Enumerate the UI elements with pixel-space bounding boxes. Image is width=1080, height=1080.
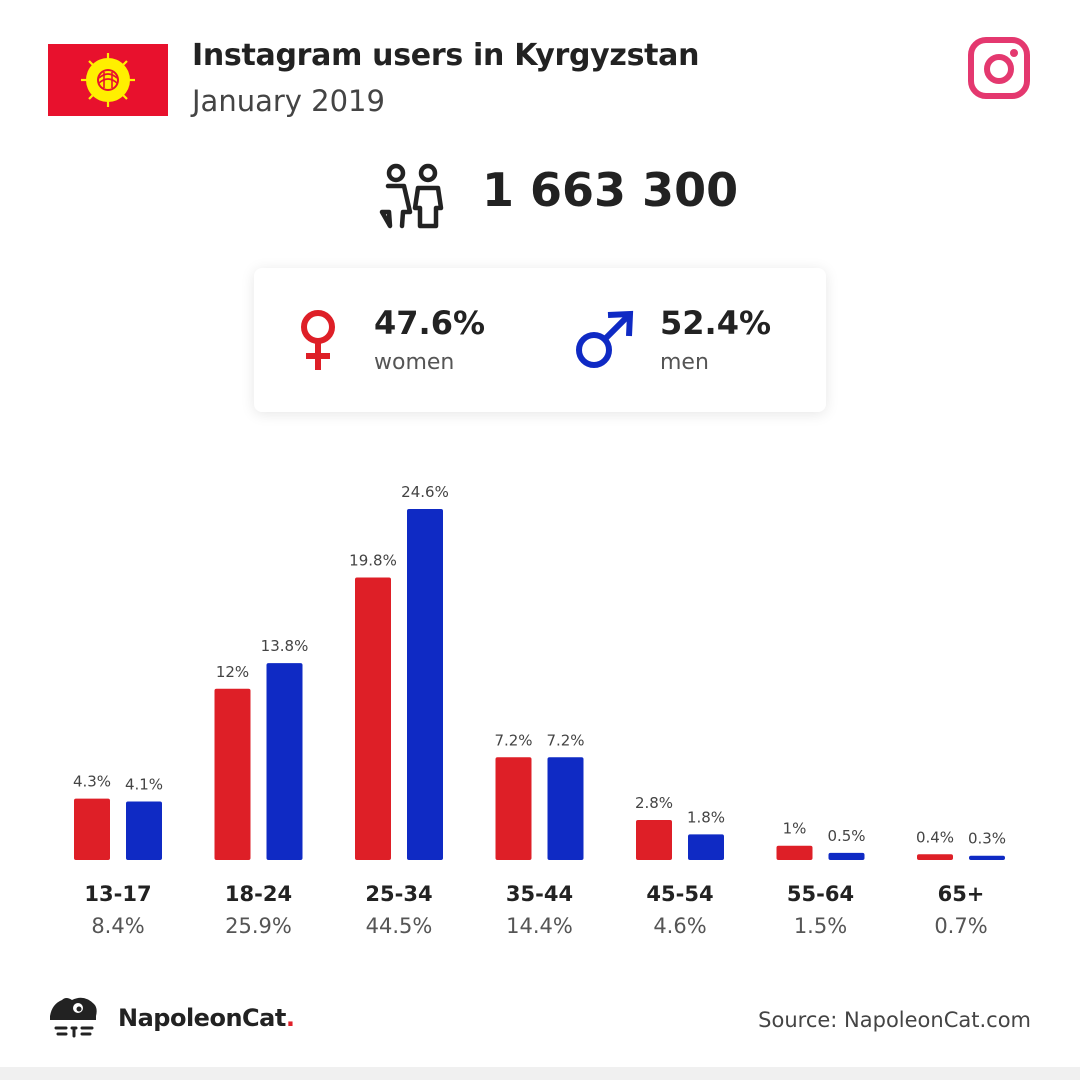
data-label-women-18-24: 12% <box>216 663 249 681</box>
footer-strip <box>0 1067 1080 1080</box>
male-symbol-icon <box>576 310 634 368</box>
women-label: women <box>374 350 455 375</box>
bar-men-45-54 <box>688 834 724 860</box>
bar-men-18-24 <box>266 663 303 860</box>
bar-men-35-44 <box>547 757 584 860</box>
data-label-men-25-34: 24.6% <box>401 483 449 501</box>
category-total-18-24: 25.9% <box>225 914 292 938</box>
data-label-men-65+: 0.3% <box>968 830 1006 848</box>
data-label-women-55-64: 1% <box>783 820 807 838</box>
data-label-men-55-64: 0.5% <box>827 827 865 845</box>
bar-women-55-64 <box>776 845 813 860</box>
category-label-18-24: 18-24 <box>225 882 292 906</box>
bar-women-13-17 <box>74 798 110 860</box>
category-label-13-17: 13-17 <box>84 882 151 906</box>
data-label-men-18-24: 13.8% <box>261 637 309 655</box>
bar-women-45-54 <box>636 820 672 860</box>
category-total-65+: 0.7% <box>934 914 987 938</box>
category-total-55-64: 1.5% <box>794 914 847 938</box>
age-gender-bar-chart: 4.3% 4.1% 13-17 8.4% 12% 13.8% 18-24 25.9% 19.8%… <box>73 483 1006 938</box>
women-percentage: 47.6% <box>374 304 486 342</box>
napoleoncat-logo <box>50 997 97 1038</box>
instagram-icon <box>968 37 1030 99</box>
category-label-55-64: 55-64 <box>787 882 854 906</box>
bar-men-55-64 <box>828 852 865 860</box>
category-label-25-34: 25-34 <box>365 882 432 906</box>
category-label-45-54: 45-54 <box>646 882 713 906</box>
category-label-35-44: 35-44 <box>506 882 573 906</box>
data-label-men-45-54: 1.8% <box>687 808 725 826</box>
source-credit: Source: NapoleonCat.com <box>758 1008 1031 1032</box>
category-total-35-44: 14.4% <box>506 914 573 938</box>
category-total-45-54: 4.6% <box>653 914 706 938</box>
bar-men-13-17 <box>126 801 162 860</box>
page-title: Instagram users in Kyrgyzstan <box>192 38 700 73</box>
data-label-women-65+: 0.4% <box>916 828 954 846</box>
data-label-men-13-17: 4.1% <box>125 776 163 794</box>
total-users-count: 1 663 300 <box>482 163 739 217</box>
data-label-men-35-44: 7.2% <box>546 731 584 749</box>
bar-women-65+ <box>917 854 953 860</box>
brand-name: NapoleonCat. <box>118 1004 295 1032</box>
men-label: men <box>660 350 709 375</box>
gender-split-card: 47.6% women 52.4% men <box>254 268 826 412</box>
category-label-65+: 65+ <box>938 882 985 906</box>
data-label-women-35-44: 7.2% <box>494 731 532 749</box>
bar-men-65+ <box>969 855 1005 860</box>
category-total-25-34: 44.5% <box>366 914 433 938</box>
bar-women-18-24 <box>214 688 251 860</box>
bar-women-35-44 <box>495 757 532 860</box>
data-label-women-45-54: 2.8% <box>635 794 673 812</box>
kyrgyzstan-flag <box>48 44 168 116</box>
people-icon <box>379 163 444 229</box>
men-percentage: 52.4% <box>660 304 772 342</box>
bar-women-25-34 <box>355 577 391 860</box>
data-label-women-13-17: 4.3% <box>73 773 111 791</box>
data-label-women-25-34: 19.8% <box>349 551 397 569</box>
page-subtitle: January 2019 <box>192 84 385 118</box>
bar-men-25-34 <box>407 509 443 860</box>
category-total-13-17: 8.4% <box>91 914 144 938</box>
female-symbol-icon <box>301 310 335 370</box>
